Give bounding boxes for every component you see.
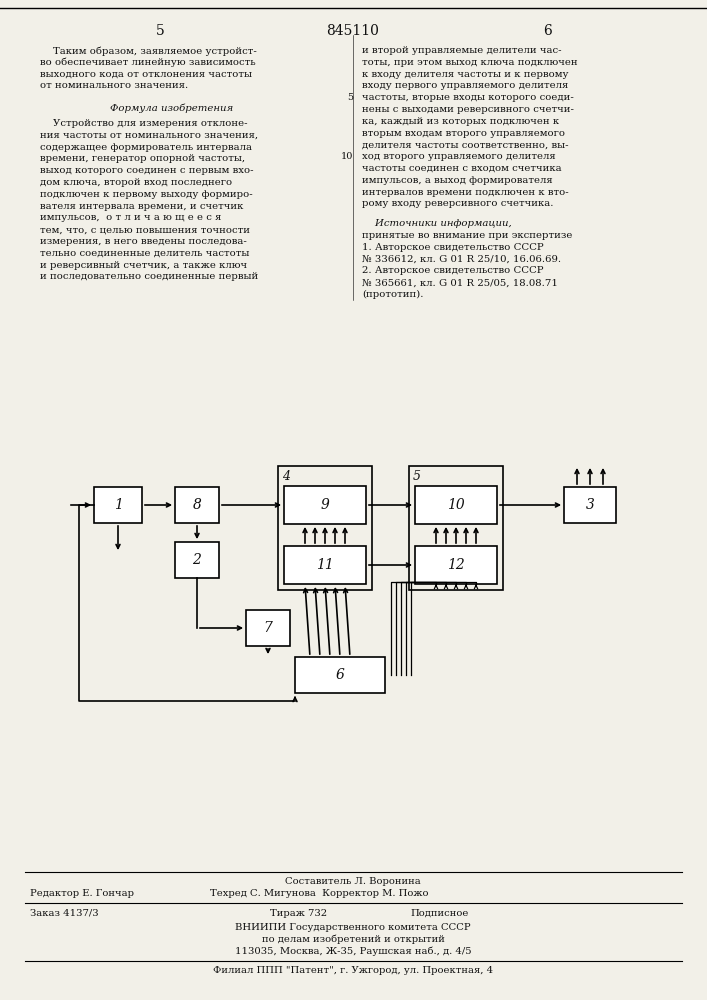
- Text: Таким образом, заявляемое устройст-: Таким образом, заявляемое устройст-: [40, 46, 257, 55]
- Text: входу первого управляемого делителя: входу первого управляемого делителя: [362, 81, 568, 90]
- Bar: [415, 486, 497, 524]
- Text: Тираж 732: Тираж 732: [270, 909, 327, 918]
- Text: 12: 12: [447, 558, 465, 572]
- Text: ка, каждый из которых подключен к: ка, каждый из которых подключен к: [362, 117, 559, 126]
- Text: № 365661, кл. G 01 R 25/05, 18.08.71: № 365661, кл. G 01 R 25/05, 18.08.71: [362, 278, 558, 287]
- Text: вторым входам второго управляемого: вторым входам второго управляемого: [362, 129, 565, 138]
- Text: импульсов,  о т л и ч а ю щ е е с я: импульсов, о т л и ч а ю щ е е с я: [40, 213, 221, 222]
- Text: выход которого соединен с первым вхо-: выход которого соединен с первым вхо-: [40, 166, 254, 175]
- Text: Заказ 4137/3: Заказ 4137/3: [30, 909, 98, 918]
- Text: дом ключа, второй вход последнего: дом ключа, второй вход последнего: [40, 178, 232, 187]
- Text: подключен к первому выходу формиро-: подключен к первому выходу формиро-: [40, 190, 252, 199]
- Text: Составитель Л. Воронина: Составитель Л. Воронина: [285, 877, 421, 886]
- Text: тельно соединенные делитель частоты: тельно соединенные делитель частоты: [40, 249, 250, 258]
- Text: тем, что, с целью повышения точности: тем, что, с целью повышения точности: [40, 225, 250, 234]
- Text: частоты соединен с входом счетчика: частоты соединен с входом счетчика: [362, 164, 561, 173]
- Text: импульсов, а выход формирователя: импульсов, а выход формирователя: [362, 176, 553, 185]
- Text: 5: 5: [347, 93, 353, 102]
- Text: от номинального значения.: от номинального значения.: [40, 81, 188, 90]
- Text: 1: 1: [114, 498, 122, 512]
- Text: Редактор Е. Гончар: Редактор Е. Гончар: [30, 889, 134, 898]
- Bar: [175, 542, 219, 578]
- Text: к входу делителя частоты и к первому: к входу делителя частоты и к первому: [362, 70, 568, 79]
- Text: 5: 5: [156, 24, 164, 38]
- Text: 10: 10: [447, 498, 465, 512]
- Text: (прототип).: (прототип).: [362, 290, 423, 299]
- Text: Техред С. Мигунова  Корректор М. Пожо: Техред С. Мигунова Корректор М. Пожо: [210, 889, 428, 898]
- Bar: [284, 486, 366, 524]
- Text: 7: 7: [264, 621, 272, 635]
- Text: 10: 10: [341, 152, 353, 161]
- Bar: [564, 487, 616, 523]
- Text: измерения, в него введены последова-: измерения, в него введены последова-: [40, 237, 247, 246]
- Bar: [278, 466, 372, 590]
- Text: выходного кода от отклонения частоты: выходного кода от отклонения частоты: [40, 70, 252, 79]
- Text: и последовательно соединенные первый: и последовательно соединенные первый: [40, 272, 258, 281]
- Text: 5: 5: [413, 470, 421, 483]
- Text: рому входу реверсивного счетчика.: рому входу реверсивного счетчика.: [362, 199, 554, 208]
- Text: 6: 6: [336, 668, 344, 682]
- Text: Устройство для измерения отклоне-: Устройство для измерения отклоне-: [40, 119, 247, 128]
- Text: ВНИИПИ Государственного комитета СССР: ВНИИПИ Государственного комитета СССР: [235, 923, 471, 932]
- Text: частоты, вторые входы которого соеди-: частоты, вторые входы которого соеди-: [362, 93, 574, 102]
- Text: Подписное: Подписное: [410, 909, 468, 918]
- Text: Источники информации,: Источники информации,: [362, 219, 512, 228]
- Text: 113035, Москва, Ж-35, Раушская наб., д. 4/5: 113035, Москва, Ж-35, Раушская наб., д. …: [235, 947, 472, 956]
- Text: и второй управляемые делители час-: и второй управляемые делители час-: [362, 46, 561, 55]
- Text: вателя интервала времени, и счетчик: вателя интервала времени, и счетчик: [40, 202, 243, 211]
- Text: нены с выходами реверсивного счетчи-: нены с выходами реверсивного счетчи-: [362, 105, 574, 114]
- Text: 11: 11: [316, 558, 334, 572]
- Bar: [409, 466, 503, 590]
- Bar: [415, 546, 497, 584]
- Text: Филиал ППП "Патент", г. Ужгород, ул. Проектная, 4: Филиал ППП "Патент", г. Ужгород, ул. Про…: [213, 966, 493, 975]
- Text: тоты, при этом выход ключа подключен: тоты, при этом выход ключа подключен: [362, 58, 578, 67]
- Text: содержащее формирователь интервала: содержащее формирователь интервала: [40, 143, 252, 152]
- Text: времени, генератор опорной частоты,: времени, генератор опорной частоты,: [40, 154, 245, 163]
- Text: 9: 9: [320, 498, 329, 512]
- Text: принятые во внимание при экспертизе: принятые во внимание при экспертизе: [362, 231, 573, 240]
- Text: по делам изобретений и открытий: по делам изобретений и открытий: [262, 935, 445, 944]
- Bar: [284, 546, 366, 584]
- Text: интервалов времени подключен к вто-: интервалов времени подключен к вто-: [362, 188, 568, 197]
- Text: № 336612, кл. G 01 R 25/10, 16.06.69.: № 336612, кл. G 01 R 25/10, 16.06.69.: [362, 255, 561, 264]
- Bar: [295, 657, 385, 693]
- Text: 845110: 845110: [327, 24, 380, 38]
- Text: делителя частоты соответственно, вы-: делителя частоты соответственно, вы-: [362, 140, 568, 149]
- Text: 8: 8: [192, 498, 201, 512]
- Text: во обеспечивает линейную зависимость: во обеспечивает линейную зависимость: [40, 58, 256, 67]
- Text: 4: 4: [282, 470, 290, 483]
- Text: ния частоты от номинального значения,: ния частоты от номинального значения,: [40, 131, 258, 140]
- Bar: [175, 487, 219, 523]
- Text: и реверсивный счетчик, а также ключ: и реверсивный счетчик, а также ключ: [40, 261, 247, 270]
- Text: ход второго управляемого делителя: ход второго управляемого делителя: [362, 152, 556, 161]
- Text: 6: 6: [544, 24, 552, 38]
- Text: 2. Авторское свидетельство СССР: 2. Авторское свидетельство СССР: [362, 266, 544, 275]
- Text: Формула изобретения: Формула изобретения: [110, 103, 233, 113]
- Bar: [246, 610, 290, 646]
- Text: 2: 2: [192, 553, 201, 567]
- Text: 3: 3: [585, 498, 595, 512]
- Bar: [94, 487, 142, 523]
- Text: 1. Авторское свидетельство СССР: 1. Авторское свидетельство СССР: [362, 243, 544, 252]
